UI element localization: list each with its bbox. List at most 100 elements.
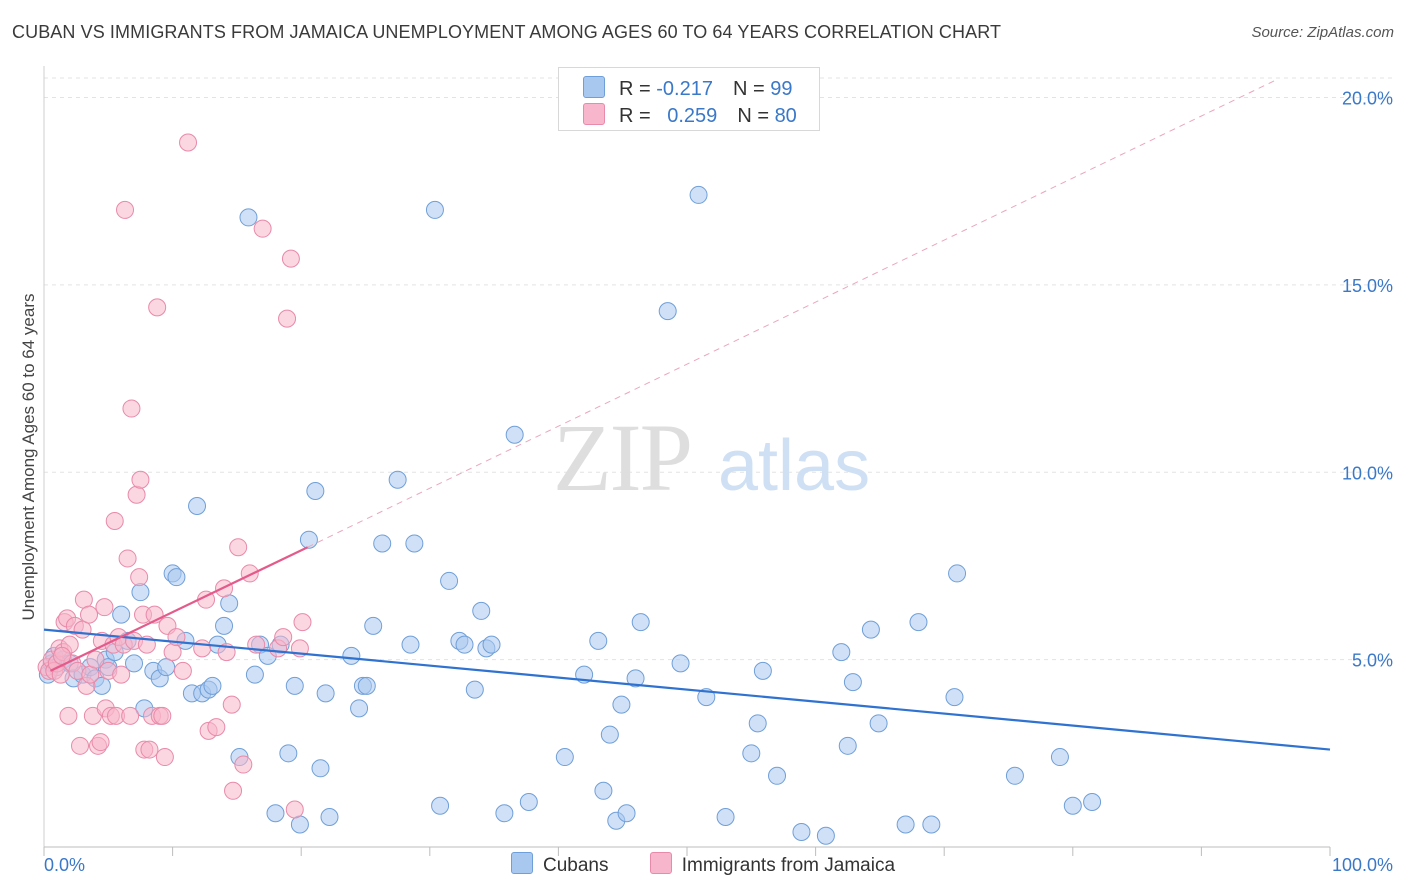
jamaica-point [222,695,241,714]
jamaica-point [73,620,92,639]
jamaica-legend-swatch [649,852,672,874]
jamaica-point [229,538,248,557]
cubans-legend-swatch [510,852,533,874]
cubans-point [112,605,131,624]
jamaica-point [173,661,192,680]
cubans-point [131,583,150,602]
watermark-atlas: atlas [718,426,870,506]
source-label: Source: ZipAtlas.com [1251,24,1394,41]
cubans-point [896,815,915,834]
jamaica-point [293,613,312,632]
cubans-point [465,680,484,699]
cubans-point [495,804,514,823]
cubans-point [350,699,369,718]
jamaica-point [127,485,146,504]
jamaica-point [105,511,124,530]
cubans-point [316,684,335,703]
jamaica-point [179,133,198,152]
cubans-point [861,620,880,639]
cubans-point [742,744,761,763]
jamaica-point [253,219,272,238]
jamaica-point [112,665,131,684]
jamaica-point [91,733,110,752]
jamaica-point [140,740,159,759]
cubans-point [157,658,176,677]
legend-r-label: R = [619,105,657,127]
cubans-legend-label: Cubans [542,855,609,876]
jamaica-point [148,298,167,317]
cubans-point [364,616,383,635]
cubans-point [299,530,318,549]
cubans-point [220,594,239,613]
jamaica-point [207,718,226,737]
y-tick-label: 5.0% [1352,651,1393,671]
cubans-point [838,736,857,755]
cubans-point [671,654,690,673]
cubans-point [405,534,424,553]
x-tick-label: 100.0% [1332,855,1393,875]
jamaica-point [285,800,304,819]
cubans-point [1005,766,1024,785]
jamaica-point [86,650,105,669]
jamaica-point [163,643,182,662]
cubans-point [617,804,636,823]
y-axis-label: Unemployment Among Ages 60 to 64 years [19,293,38,621]
cubans-point [388,470,407,489]
cubans-point [555,748,574,767]
cubans-point [909,613,928,632]
cubans-point [922,815,941,834]
jamaica-point [71,736,90,755]
jamaica-trendline [49,546,309,672]
cubans-point [505,425,524,444]
series-legend: Cubans Immigrants from Jamaica [0,852,1406,877]
jamaica-point [74,590,93,609]
cubans-point [357,676,376,695]
cubans-point [612,695,631,714]
cubans-point [843,673,862,692]
jamaica-point [274,628,293,647]
cubans-point [440,571,459,590]
jamaica-swatch [583,103,605,125]
legend-r-label: R = [619,78,657,100]
y-tick-label: 10.0% [1342,463,1393,483]
x-tick-label: 0.0% [44,855,85,875]
cubans-point [266,804,285,823]
cubans-point [285,676,304,695]
cubans-point [482,635,501,654]
cubans-point [792,823,811,842]
legend-n-label: N = [737,105,775,127]
cubans-point [768,766,787,785]
cubans-point [689,185,708,204]
jamaica-point [234,755,253,774]
cubans-point [748,714,767,733]
cubans-point [311,759,330,778]
jamaica-point [95,598,114,617]
jamaica-point [131,470,150,489]
cubans-point [716,808,735,827]
cubans-point [594,781,613,800]
jamaica-point [80,605,99,624]
cubans-point [245,665,264,684]
legend-row-jamaica: R = 0.259 N = 80 [583,103,797,127]
cubans-point [425,200,444,219]
jamaica-point [130,568,149,587]
watermark-zip: ZIP [553,404,691,511]
cubans-point [401,635,420,654]
legend-n-value: 99 [770,78,793,100]
jamaica-trend-extension [307,78,1279,548]
cubans-point [869,714,888,733]
cubans-point [455,635,474,654]
cubans-point [1050,748,1069,767]
cubans-point [215,616,234,635]
legend-row-cubans: R = -0.217 N = 99 [583,76,793,100]
legend-n-label: N = [732,78,771,100]
jamaica-point [224,781,243,800]
y-tick-label: 15.0% [1342,276,1393,296]
legend-r-value: -0.217 [656,78,713,100]
jamaica-legend-label: Immigrants from Jamaica [681,855,896,876]
cubans-point [631,613,650,632]
legend-n-value: 80 [774,105,797,127]
cubans-point [320,808,339,827]
correlation-legend: R = -0.217 N = 99 R = 0.259 N = 80 [558,67,820,131]
